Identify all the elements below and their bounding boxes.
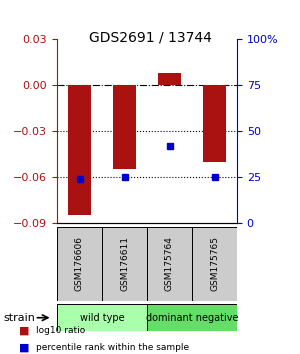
Bar [147, 227, 192, 301]
Text: percentile rank within the sample: percentile rank within the sample [36, 343, 189, 353]
Text: GSM175764: GSM175764 [165, 236, 174, 291]
Text: ■: ■ [19, 326, 29, 336]
Bar [147, 304, 237, 331]
Text: dominant negative: dominant negative [146, 313, 238, 323]
Text: wild type: wild type [80, 313, 124, 323]
Text: GDS2691 / 13744: GDS2691 / 13744 [88, 30, 212, 44]
Bar [113, 85, 136, 169]
Text: GSM176606: GSM176606 [75, 236, 84, 291]
Text: strain: strain [3, 313, 35, 323]
Bar [57, 304, 147, 331]
Text: ■: ■ [19, 343, 29, 353]
Bar [192, 227, 237, 301]
Bar [203, 85, 226, 162]
Bar [68, 85, 91, 215]
Text: log10 ratio: log10 ratio [36, 326, 85, 336]
Text: GSM176611: GSM176611 [120, 236, 129, 291]
Bar [158, 73, 181, 85]
Bar [102, 227, 147, 301]
Text: GSM175765: GSM175765 [210, 236, 219, 291]
Bar [57, 227, 102, 301]
